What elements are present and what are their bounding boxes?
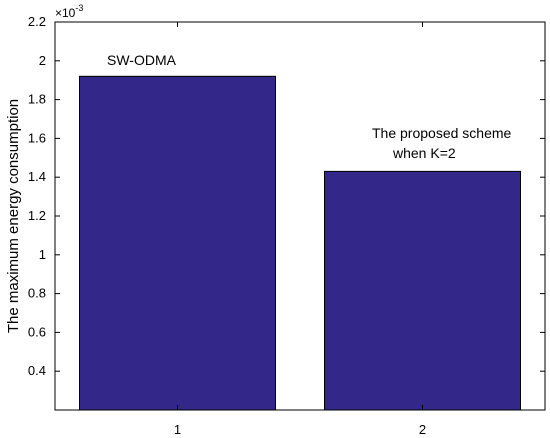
y-tick-label: 0.8 — [28, 286, 46, 301]
bar-1 — [79, 75, 276, 411]
y-tick-label: 1.8 — [28, 92, 46, 107]
x-tick-label: 1 — [174, 422, 181, 437]
y-axis-label: The maximum energy consumption — [5, 99, 22, 333]
y-tick-label: 2 — [39, 53, 46, 68]
y-tick-label: 0.4 — [28, 363, 46, 378]
x-tick-label: 2 — [419, 422, 426, 437]
bar-2 — [324, 170, 521, 411]
y-tick-label: 1.2 — [28, 208, 46, 223]
y-tick-label: 2.2 — [28, 14, 46, 29]
annotation-label: SW-ODMA — [107, 52, 177, 68]
y-tick-label: 0.6 — [28, 324, 46, 339]
annotation-label: The proposed scheme — [372, 125, 512, 141]
y-tick-label: 1.4 — [28, 169, 46, 184]
y-tick-label: 1 — [39, 247, 46, 262]
y-tick-label: 1.6 — [28, 130, 46, 145]
annotation-label: when K=2 — [392, 145, 456, 161]
y-exponent-label: ×10-3 — [55, 3, 83, 20]
